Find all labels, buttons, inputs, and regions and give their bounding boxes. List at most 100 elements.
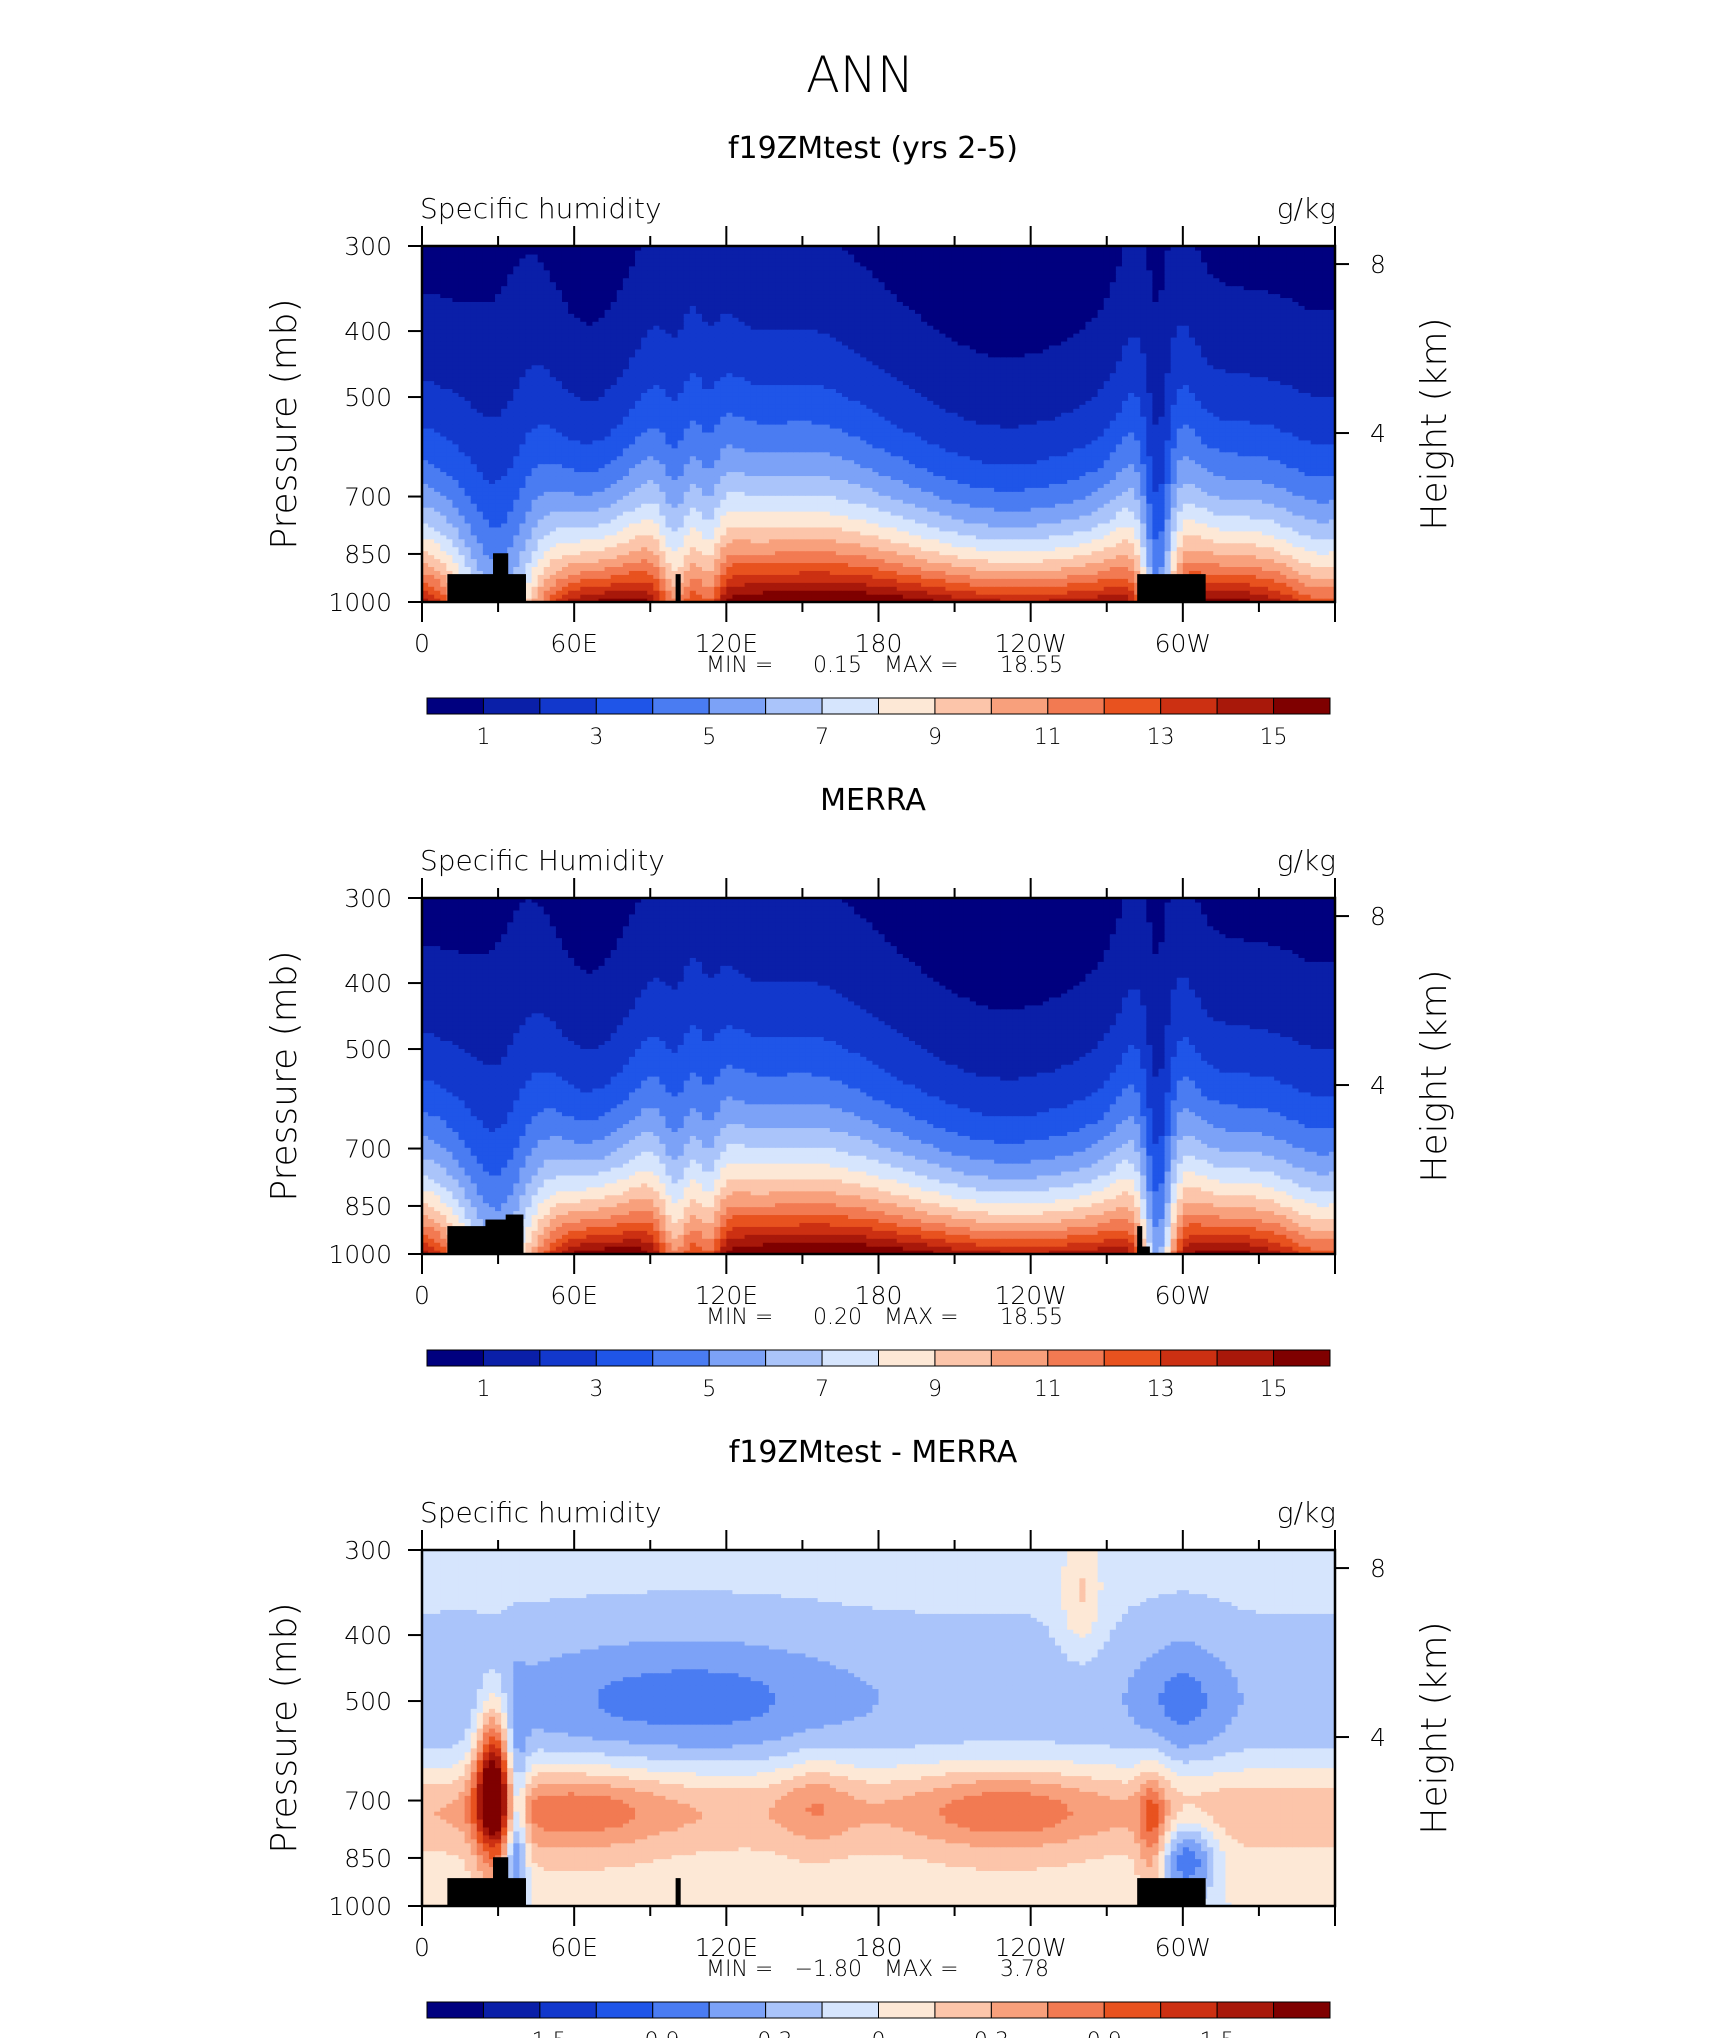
field-cell — [635, 507, 642, 512]
field-cell — [653, 539, 660, 544]
field-cell — [1268, 555, 1275, 560]
field-cell — [1298, 503, 1305, 508]
field-cell — [1292, 594, 1299, 599]
field-cell — [830, 515, 837, 520]
field-cell — [1238, 507, 1245, 512]
field-cell — [891, 487, 898, 492]
field-cell — [787, 471, 794, 476]
field-cell — [1280, 471, 1287, 476]
field-cell — [885, 555, 892, 560]
field-cell — [933, 547, 940, 552]
field-cell — [471, 551, 478, 556]
field-cell — [1006, 471, 1013, 476]
field-cell — [611, 479, 618, 484]
field-cell — [781, 507, 788, 512]
field-cell — [939, 483, 946, 488]
field-cell — [1000, 594, 1007, 599]
field-cell — [525, 562, 532, 567]
field-cell — [434, 586, 441, 591]
field-cell — [1238, 503, 1245, 508]
field-cell — [927, 487, 934, 492]
field-cell — [1286, 566, 1293, 571]
field-cell — [1171, 491, 1178, 496]
field-cell — [830, 543, 837, 548]
field-cell — [556, 543, 563, 548]
field-cell — [1067, 499, 1074, 504]
field-cell — [1025, 574, 1032, 579]
field-cell — [830, 574, 837, 579]
field-cell — [757, 574, 764, 579]
field-cell — [647, 511, 654, 516]
field-cell — [1122, 495, 1129, 500]
field-cell — [1116, 586, 1123, 591]
field-cell — [726, 586, 733, 591]
field-cell — [1250, 519, 1257, 524]
field-cell — [574, 539, 581, 544]
field-cell — [1317, 495, 1324, 500]
field-cell — [592, 487, 599, 492]
field-cell — [1043, 594, 1050, 599]
field-cell — [1238, 491, 1245, 496]
field-cell — [860, 558, 867, 563]
field-cell — [1098, 479, 1105, 484]
field-cell — [860, 535, 867, 540]
field-cell — [1201, 487, 1208, 492]
field-cell — [763, 539, 770, 544]
field-cell — [1183, 543, 1190, 548]
field-cell — [805, 491, 812, 496]
field-cell — [653, 527, 660, 532]
field-cell — [805, 471, 812, 476]
field-cell — [1025, 566, 1032, 571]
field-cell — [836, 475, 843, 480]
field-cell — [732, 566, 739, 571]
field-cell — [781, 475, 788, 480]
field-cell — [787, 566, 794, 571]
field-cell — [562, 586, 569, 591]
field-cell — [696, 555, 703, 560]
field-cell — [1238, 566, 1245, 571]
field-cell — [544, 586, 551, 591]
field-cell — [1067, 527, 1074, 532]
field-cell — [994, 507, 1001, 512]
field-cell — [1232, 586, 1239, 591]
field-cell — [824, 547, 831, 552]
field-cell — [1092, 558, 1099, 563]
field-cell — [696, 590, 703, 595]
field-cell — [1280, 562, 1287, 567]
field-cell — [1305, 574, 1312, 579]
field-cell — [927, 574, 934, 579]
field-cell — [739, 590, 746, 595]
field-cell — [1049, 495, 1056, 500]
field-cell — [885, 515, 892, 520]
field-cell — [1244, 507, 1251, 512]
field-cell — [605, 531, 612, 536]
field-cell — [1305, 511, 1312, 516]
field-cell — [830, 539, 837, 544]
field-cell — [623, 543, 630, 548]
field-cell — [1189, 566, 1196, 571]
field-cell — [1146, 539, 1153, 544]
field-cell — [879, 594, 886, 599]
field-cell — [757, 475, 764, 480]
field-cell — [1122, 511, 1129, 516]
field-cell — [1195, 562, 1202, 567]
field-cell — [842, 582, 849, 587]
field-cell — [659, 507, 666, 512]
field-cell — [1098, 558, 1105, 563]
field-cell — [805, 539, 812, 544]
field-cell — [1286, 471, 1293, 476]
field-cell — [471, 531, 478, 536]
field-cell — [1317, 555, 1324, 560]
field-cell — [824, 562, 831, 567]
field-cell — [909, 566, 916, 571]
field-cell — [879, 582, 886, 587]
field-cell — [635, 574, 642, 579]
field-cell — [659, 562, 666, 567]
field-cell — [635, 582, 642, 587]
field-cell — [659, 523, 666, 528]
field-cell — [1061, 523, 1068, 528]
field-cell — [653, 590, 660, 595]
field-cell — [1225, 555, 1232, 560]
field-cell — [732, 499, 739, 504]
field-cell — [611, 487, 618, 492]
